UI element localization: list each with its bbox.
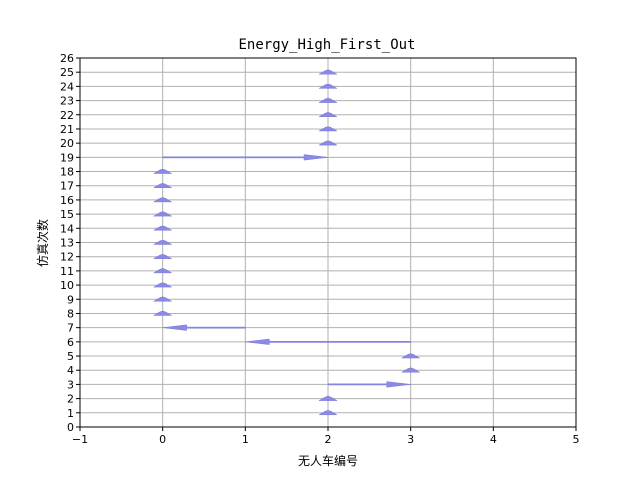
arrow-stationary — [152, 268, 173, 274]
y-tick-label: 3 — [67, 378, 74, 391]
y-tick-label: 2 — [67, 393, 74, 406]
y-tick-label: 7 — [67, 322, 74, 335]
y-tick-label: 22 — [60, 109, 74, 122]
y-tick-label: 17 — [60, 180, 74, 193]
chart-title: Energy_High_First_Out — [238, 37, 415, 53]
y-axis-label: 仿真次数 — [35, 219, 50, 267]
y-tick-label: 6 — [67, 336, 74, 349]
arrow-stationary — [318, 69, 338, 75]
arrow-stationary — [152, 296, 173, 302]
arrow-stationary — [152, 211, 173, 217]
y-tick-label: 14 — [60, 222, 74, 235]
x-tick-label: −1 — [72, 433, 88, 446]
y-tick-label: 25 — [60, 66, 74, 79]
arrow-stationary — [152, 310, 173, 316]
x-tick-label: 3 — [407, 433, 414, 446]
y-tick-label: 8 — [67, 307, 74, 320]
arrow-move — [245, 338, 411, 345]
x-tick-label: 0 — [159, 433, 166, 446]
y-tick-label: 4 — [67, 364, 74, 377]
arrow-stationary — [152, 182, 173, 188]
arrows — [152, 69, 421, 416]
arrow-stationary — [318, 97, 338, 103]
y-tick-label: 20 — [60, 137, 74, 150]
y-tick-label: 9 — [67, 293, 74, 306]
x-axis-label: 无人车编号 — [298, 453, 358, 468]
y-tick-label: 15 — [60, 208, 74, 221]
x-tick-label: 2 — [325, 433, 332, 446]
y-tick-label: 11 — [60, 265, 74, 278]
y-tick-label: 5 — [67, 350, 74, 363]
arrow-stationary — [152, 282, 173, 288]
arrow-stationary — [152, 197, 173, 203]
y-tick-label: 16 — [60, 194, 74, 207]
y-tick-label: 18 — [60, 166, 74, 179]
y-tick-label: 19 — [60, 151, 74, 164]
y-tick-label: 0 — [67, 421, 74, 434]
arrow-stationary — [318, 140, 338, 146]
arrow-stationary — [152, 225, 173, 231]
arrow-stationary — [152, 168, 173, 174]
y-tick-label: 13 — [60, 237, 74, 250]
arrow-stationary — [318, 395, 338, 401]
x-tick-label: 1 — [242, 433, 249, 446]
arrow-move — [162, 154, 329, 161]
arrow-stationary — [318, 112, 338, 118]
arrow-stationary — [152, 253, 173, 259]
x-tick-label: 5 — [573, 433, 580, 446]
y-tick-label: 26 — [60, 52, 74, 65]
arrow-stationary — [318, 83, 338, 89]
y-tick-label: 21 — [60, 123, 74, 136]
y-tick-label: 12 — [60, 251, 74, 264]
arrow-stationary — [400, 367, 421, 373]
x-tick-label: 4 — [490, 433, 497, 446]
y-tick-label: 24 — [60, 80, 74, 93]
arrow-stationary — [318, 126, 338, 132]
y-axis-ticks: 0123456789101112131415161718192021222324… — [60, 52, 80, 434]
y-tick-label: 23 — [60, 95, 74, 108]
y-tick-label: 10 — [60, 279, 74, 292]
arrow-move — [162, 324, 246, 331]
arrow-stationary — [318, 410, 338, 416]
arrow-stationary — [152, 239, 173, 245]
y-tick-label: 1 — [67, 407, 74, 420]
x-axis-ticks: −1 0 1 2 3 4 5 — [72, 427, 580, 446]
arrow-stationary — [400, 353, 421, 359]
arrow-move — [327, 381, 411, 388]
